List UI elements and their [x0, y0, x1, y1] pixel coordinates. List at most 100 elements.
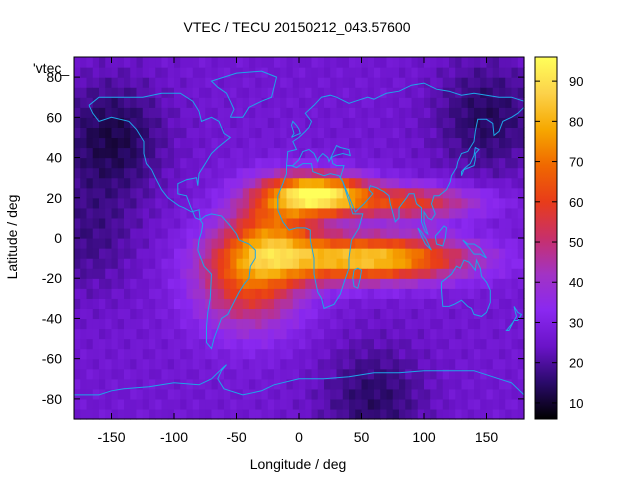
y-tick-label: 60	[46, 109, 62, 125]
heatmap-cell	[124, 358, 131, 370]
heatmap-cell	[517, 258, 525, 269]
heatmap-cell	[74, 117, 81, 128]
heatmap-cell	[117, 278, 125, 289]
heatmap-cell	[442, 248, 450, 259]
heatmap-cell	[355, 107, 363, 118]
heatmap-cell	[424, 117, 431, 128]
heatmap-cell	[180, 258, 188, 269]
heatmap-cell	[349, 338, 356, 350]
heatmap-cell	[205, 177, 213, 189]
heatmap-cell	[380, 227, 388, 239]
heatmap-cell	[499, 328, 506, 340]
heatmap-cell	[511, 388, 519, 400]
heatmap-cell	[99, 197, 106, 209]
heatmap-cell	[199, 398, 206, 410]
heatmap-cell	[274, 328, 281, 340]
heatmap-cell	[430, 308, 438, 320]
heatmap-cell	[142, 388, 150, 400]
heatmap-cell	[80, 368, 88, 380]
heatmap-cell	[330, 308, 338, 320]
heatmap-cell	[267, 67, 275, 78]
heatmap-cell	[217, 338, 225, 350]
heatmap-cell	[474, 217, 481, 229]
heatmap-cell	[111, 358, 119, 370]
heatmap-cell	[299, 167, 306, 179]
heatmap-cell	[117, 227, 125, 239]
heatmap-cell	[142, 378, 150, 390]
heatmap-cell	[374, 328, 381, 340]
heatmap-cell	[242, 338, 250, 350]
heatmap-cell	[74, 67, 81, 78]
heatmap-cell	[411, 258, 419, 269]
heatmap-cell	[136, 167, 144, 179]
heatmap-cell	[149, 157, 156, 169]
heatmap-cell	[505, 137, 513, 149]
heatmap-cell	[280, 107, 288, 118]
heatmap-cell	[305, 298, 313, 309]
heatmap-cell	[367, 248, 375, 259]
heatmap-cell	[236, 117, 244, 128]
heatmap-cell	[217, 408, 225, 420]
heatmap-cell	[386, 57, 394, 68]
heatmap-cell	[280, 258, 288, 269]
heatmap-cell	[349, 197, 356, 209]
heatmap-cell	[517, 358, 525, 370]
heatmap-cell	[174, 197, 181, 209]
heatmap-cell	[117, 238, 125, 249]
heatmap-cell	[267, 77, 275, 88]
heatmap-cell	[455, 167, 463, 179]
heatmap-cell	[292, 408, 300, 420]
heatmap-cell	[336, 238, 344, 249]
heatmap-cell	[405, 328, 413, 340]
heatmap-cell	[80, 157, 88, 169]
heatmap-cell	[324, 348, 331, 360]
heatmap-cell	[292, 77, 300, 88]
heatmap-cell	[199, 288, 206, 299]
heatmap-cell	[417, 368, 425, 380]
heatmap-cell	[492, 318, 500, 330]
heatmap-cell	[74, 378, 81, 390]
heatmap-cell	[149, 147, 156, 159]
heatmap-cell	[274, 408, 281, 420]
heatmap-cell	[486, 67, 494, 78]
heatmap-cell	[217, 147, 225, 159]
heatmap-cell	[161, 358, 169, 370]
heatmap-cell	[349, 378, 356, 390]
heatmap-cell	[517, 57, 525, 68]
heatmap-cell	[349, 388, 356, 400]
heatmap-cell	[424, 67, 431, 78]
heatmap-cell	[380, 117, 388, 128]
heatmap-cell	[217, 107, 225, 118]
x-axis-ticks: -150 -100 -50 0 50 100 150	[97, 57, 498, 445]
heatmap-cell	[99, 258, 106, 269]
heatmap-cell	[161, 268, 169, 279]
heatmap-cell	[299, 368, 306, 380]
heatmap-cell	[467, 348, 475, 360]
heatmap-cell	[117, 338, 125, 350]
heatmap-cell	[399, 87, 406, 98]
heatmap-cell	[436, 157, 444, 169]
heatmap-cell	[217, 177, 225, 189]
heatmap-cell	[205, 278, 213, 289]
heatmap-cell	[192, 187, 200, 199]
heatmap-cell	[286, 77, 294, 88]
heatmap-cell	[261, 127, 269, 139]
heatmap-cell	[449, 378, 456, 390]
heatmap-cell	[117, 308, 125, 320]
heatmap-cell	[424, 207, 431, 219]
heatmap-cell	[461, 187, 469, 199]
heatmap-cell	[261, 378, 269, 390]
heatmap-cell	[492, 348, 500, 360]
heatmap-cell	[417, 117, 425, 128]
heatmap-cell	[436, 87, 444, 98]
coastline	[434, 225, 448, 247]
heatmap-cell	[111, 207, 119, 219]
heatmap-cell	[117, 298, 125, 309]
heatmap-cell	[374, 398, 381, 410]
heatmap-cell	[424, 167, 431, 179]
heatmap-cell	[242, 117, 250, 128]
heatmap-cell	[136, 248, 144, 259]
heatmap-cell	[455, 227, 463, 239]
heatmap-cell	[242, 298, 250, 309]
heatmap-cell	[517, 278, 525, 289]
